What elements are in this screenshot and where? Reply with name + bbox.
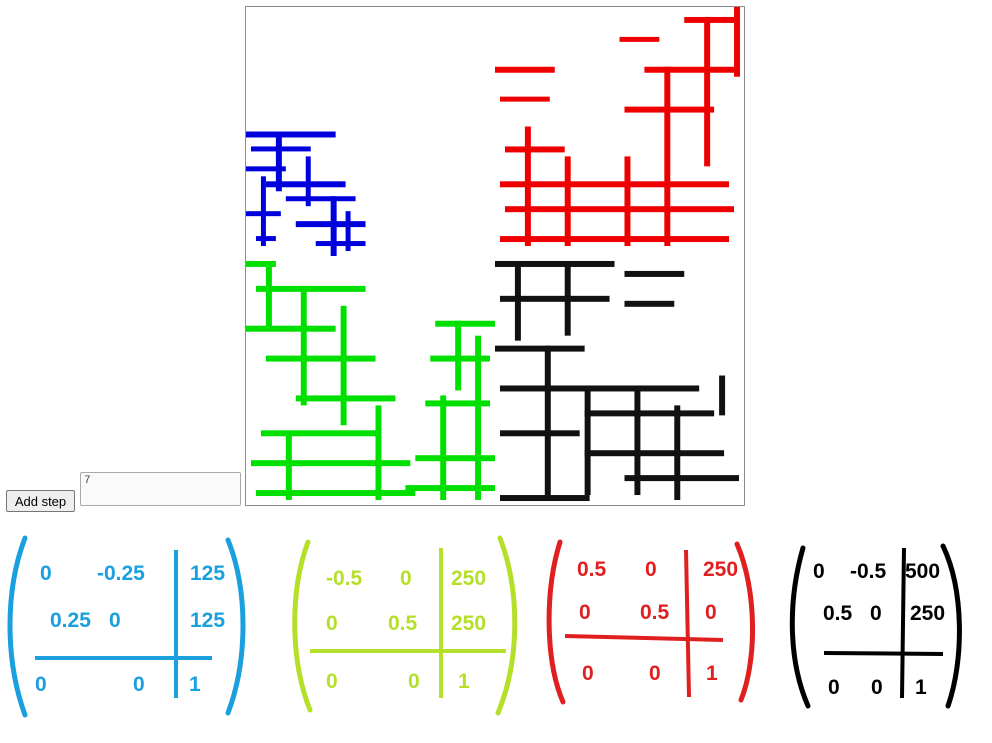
matrix-blue-cell: 0 xyxy=(109,609,121,632)
matrix-black-cell: 0 xyxy=(870,602,882,625)
matrix-blue-cell: 125 xyxy=(190,562,225,585)
matrix-red: 0.5 0 250 0 0.5 0 0 0 1 xyxy=(546,539,756,705)
steps-field[interactable]: 7 xyxy=(80,472,241,506)
fractal-canvas xyxy=(245,6,745,506)
matrix-blue-cell: 0 xyxy=(40,562,52,585)
matrix-red-cell: 0 xyxy=(645,558,657,581)
black-fractal-region xyxy=(495,260,740,502)
matrix-black-cell: -0.5 xyxy=(850,560,887,583)
matrix-red-vertical-rule xyxy=(684,549,691,698)
matrix-black-cell: 0 xyxy=(813,560,825,583)
add-step-button[interactable]: Add step xyxy=(6,490,75,512)
matrix-green-cell: 1 xyxy=(458,670,470,693)
matrix-blue-cell: 0 xyxy=(35,673,47,696)
matrix-blue-cell: 0.25 xyxy=(50,609,91,632)
matrix-green-cell: 0 xyxy=(326,670,338,693)
matrix-red-cell: 1 xyxy=(706,662,718,685)
matrix-black-cell: 0 xyxy=(871,676,883,699)
matrix-red-right-bracket xyxy=(734,541,756,703)
matrix-green-cell: 0.5 xyxy=(388,612,418,635)
green-fractal-region xyxy=(246,260,495,501)
matrix-green-cell: 250 xyxy=(451,567,486,590)
matrix-green: -0.5 0 250 0 0.5 250 0 0 1 xyxy=(292,535,518,716)
matrix-green-cell: 0 xyxy=(400,567,412,590)
matrix-black-cell: 1 xyxy=(915,676,927,699)
matrix-black-cell: 500 xyxy=(905,560,940,583)
matrix-black: 0 -0.5 500 0.5 0 250 0 0 1 xyxy=(789,543,962,709)
matrix-red-horizontal-rule xyxy=(564,634,724,642)
matrix-red-left-bracket xyxy=(546,539,566,705)
matrix-blue-left-bracket xyxy=(7,535,28,718)
matrix-red-cell: 250 xyxy=(703,558,738,581)
matrix-red-cell: 0 xyxy=(582,662,594,685)
matrix-red-cell: 0 xyxy=(649,662,661,685)
matrix-black-cell: 250 xyxy=(910,602,945,625)
matrix-red-cell: 0.5 xyxy=(577,558,607,581)
blue-fractal-region xyxy=(246,131,366,256)
matrix-green-left-bracket xyxy=(292,539,313,713)
matrix-red-cell: 0 xyxy=(579,601,591,624)
red-fractal-region xyxy=(495,7,741,247)
matrix-green-cell: -0.5 xyxy=(326,567,363,590)
matrix-blue: 0 -0.25 125 0.25 0 125 0 0 1 xyxy=(7,535,246,718)
matrix-blue-cell: 1 xyxy=(189,673,201,696)
matrix-blue-cell: 0 xyxy=(133,673,145,696)
matrix-blue-right-bracket xyxy=(225,537,246,716)
matrix-black-horizontal-rule xyxy=(823,651,944,656)
fractal-drawing xyxy=(246,7,741,502)
matrix-black-cell: 0 xyxy=(828,676,840,699)
matrix-black-right-bracket xyxy=(940,543,962,709)
matrix-black-left-bracket xyxy=(789,545,811,709)
matrix-red-cell: 0 xyxy=(705,601,717,624)
matrix-green-cell: 0 xyxy=(408,670,420,693)
matrix-black-cell: 0.5 xyxy=(823,602,853,625)
matrix-green-cell: 250 xyxy=(451,612,486,635)
matrix-green-right-bracket xyxy=(495,535,518,716)
matrix-blue-cell: -0.25 xyxy=(97,562,145,585)
matrix-blue-cell: 125 xyxy=(190,609,225,632)
matrix-red-cell: 0.5 xyxy=(640,601,670,624)
matrix-black-vertical-rule xyxy=(900,547,906,699)
matrix-green-cell: 0 xyxy=(326,612,338,635)
